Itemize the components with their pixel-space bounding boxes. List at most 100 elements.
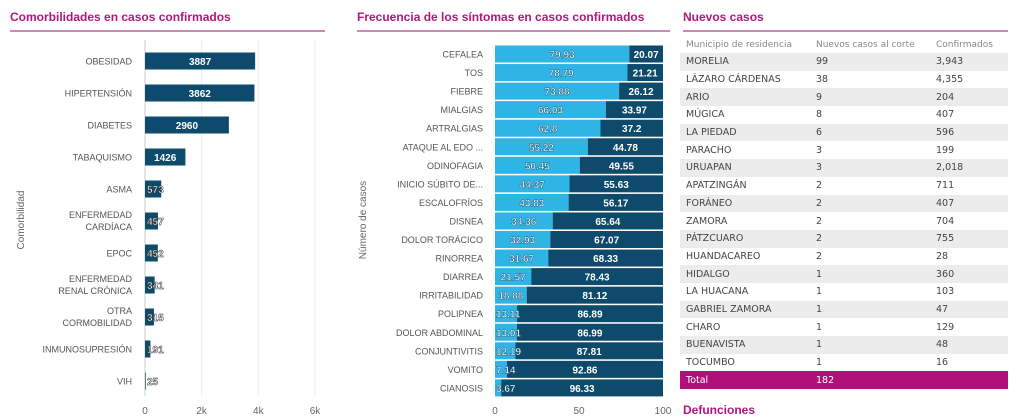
bar-segment bbox=[495, 193, 569, 211]
bar-segment bbox=[495, 45, 630, 63]
table-row: LÁZARO CÁRDENAS 38 4,355 bbox=[680, 71, 1008, 89]
divider bbox=[683, 30, 1008, 32]
category-label: DOLOR TORÁCICO bbox=[401, 235, 483, 245]
data-label: 1426 bbox=[154, 153, 177, 164]
data-label: 33.97 bbox=[622, 106, 647, 117]
data-label: 3887 bbox=[189, 57, 212, 68]
data-label: 37.2 bbox=[622, 124, 642, 135]
category-label: INICIO SÚBITO DE... bbox=[397, 179, 483, 189]
table-cell: 1 bbox=[810, 265, 930, 283]
table-cell: 2,018 bbox=[930, 159, 1008, 177]
table-cell: 2 bbox=[810, 194, 930, 213]
x-tick-label: 100 bbox=[655, 406, 672, 416]
divider bbox=[10, 30, 325, 32]
bar-segment bbox=[600, 119, 663, 137]
table-cell: 711 bbox=[936, 180, 955, 192]
category-label: ODINOFAGIA bbox=[427, 161, 483, 171]
category-label: OBESIDAD bbox=[85, 57, 132, 67]
category-label: OTRA bbox=[107, 306, 132, 316]
bar-segment bbox=[550, 231, 663, 248]
category-label: ARTRALGIAS bbox=[426, 124, 483, 134]
table-cell: 28 bbox=[936, 250, 949, 262]
bar-segment bbox=[495, 268, 532, 286]
bar-segment bbox=[495, 305, 518, 323]
table-row: CHARO 1 129 bbox=[680, 318, 1008, 336]
category-label: ESCALOFRÍOS bbox=[419, 198, 483, 208]
table-cell: 1 bbox=[810, 336, 930, 354]
table-cell: 1 bbox=[816, 357, 823, 369]
table-row: ARIO 9 204 bbox=[680, 88, 1008, 107]
data-label: 96.33 bbox=[570, 384, 595, 395]
x-tick-label: 0 bbox=[492, 406, 498, 416]
data-label: 67.07 bbox=[594, 236, 619, 247]
table-cell: 199 bbox=[936, 144, 955, 156]
table-cell: 103 bbox=[936, 286, 955, 298]
bar-segment bbox=[627, 64, 663, 82]
bar-segment bbox=[495, 249, 549, 267]
table-cell: 99 bbox=[810, 53, 930, 71]
table-row: LA HUACANA 1 103 bbox=[680, 283, 1008, 301]
bar-segment bbox=[495, 175, 570, 193]
bar-segment bbox=[495, 101, 606, 119]
data-label: 66.03 bbox=[538, 106, 563, 117]
category-label: DISNEA bbox=[449, 216, 483, 226]
table-cell: 6 bbox=[810, 123, 930, 142]
data-label: 65.64 bbox=[595, 217, 620, 228]
data-label: 26.12 bbox=[629, 87, 654, 98]
table-cell: LA HUACANA bbox=[686, 286, 749, 298]
data-label: 79.93 bbox=[550, 50, 575, 61]
table-cell: HIDALGO bbox=[680, 265, 810, 283]
data-label: 86.89 bbox=[577, 310, 602, 321]
table-row: MÚGICA 8 407 bbox=[680, 106, 1008, 124]
table-cell: 3 bbox=[810, 159, 930, 177]
table-cell: MORELIA bbox=[680, 53, 810, 71]
data-label: 18.88 bbox=[498, 291, 523, 302]
table-cell: APATZINGÁN bbox=[686, 180, 747, 192]
table-cell: 204 bbox=[930, 88, 1008, 107]
table-cell: 8 bbox=[816, 109, 823, 121]
data-label: 55.22 bbox=[529, 143, 554, 154]
table-cell: 2 bbox=[810, 229, 930, 248]
bar-segment bbox=[495, 342, 516, 360]
bar-segment bbox=[495, 64, 628, 82]
bar-segment bbox=[619, 82, 663, 100]
table-row: BUENAVISTA 1 48 bbox=[680, 336, 1008, 354]
category-label: CONJUNTIVITIS bbox=[415, 346, 483, 356]
data-label: 34.36 bbox=[511, 217, 536, 228]
bar-segment bbox=[495, 379, 502, 397]
table-row: PARACHO 3 199 bbox=[680, 141, 1008, 159]
bar-segment bbox=[495, 231, 551, 248]
bar-segment bbox=[526, 286, 663, 304]
bar-segment bbox=[605, 101, 663, 119]
bar-segment bbox=[531, 268, 663, 286]
category-label: CORMOBILIDAD bbox=[62, 318, 132, 328]
table-cell: BUENAVISTA bbox=[680, 336, 810, 354]
table-cell: 2 bbox=[816, 215, 823, 227]
category-label: VIH bbox=[117, 377, 132, 387]
category-label: DOLOR ABDOMINAL bbox=[396, 328, 483, 338]
category-label: DIARREA bbox=[443, 272, 483, 282]
x-tick-label: 0 bbox=[142, 406, 148, 416]
table-cell: 2 bbox=[816, 250, 823, 262]
table-cell: TOCUMBO bbox=[686, 357, 735, 369]
table-cell: 755 bbox=[930, 229, 1008, 248]
table-cell: HUANDACAREO bbox=[686, 250, 761, 262]
bar-segment bbox=[515, 342, 663, 360]
bar-segment bbox=[495, 323, 517, 341]
category-label: ENFERMEDAD bbox=[69, 274, 133, 284]
bar-segment bbox=[516, 323, 663, 341]
data-label: 43.83 bbox=[519, 198, 544, 209]
table-row: ZAMORA 2 704 bbox=[680, 212, 1008, 230]
table-row: APATZINGÁN 2 711 bbox=[680, 177, 1008, 195]
data-label: 50.45 bbox=[525, 161, 550, 172]
table-cell: MÚGICA bbox=[686, 109, 725, 121]
table-cell bbox=[930, 371, 1008, 390]
table-cell: 48 bbox=[930, 336, 1008, 354]
category-label: ASMA bbox=[106, 185, 132, 195]
category-label: CIANOSIS bbox=[440, 383, 483, 393]
table-row: URUAPAN 3 2,018 bbox=[680, 159, 1008, 177]
data-label: 25 bbox=[147, 377, 159, 388]
category-label: MIALGIAS bbox=[440, 105, 483, 115]
bar-segment bbox=[501, 379, 663, 397]
category-label: RINORREA bbox=[435, 254, 483, 264]
